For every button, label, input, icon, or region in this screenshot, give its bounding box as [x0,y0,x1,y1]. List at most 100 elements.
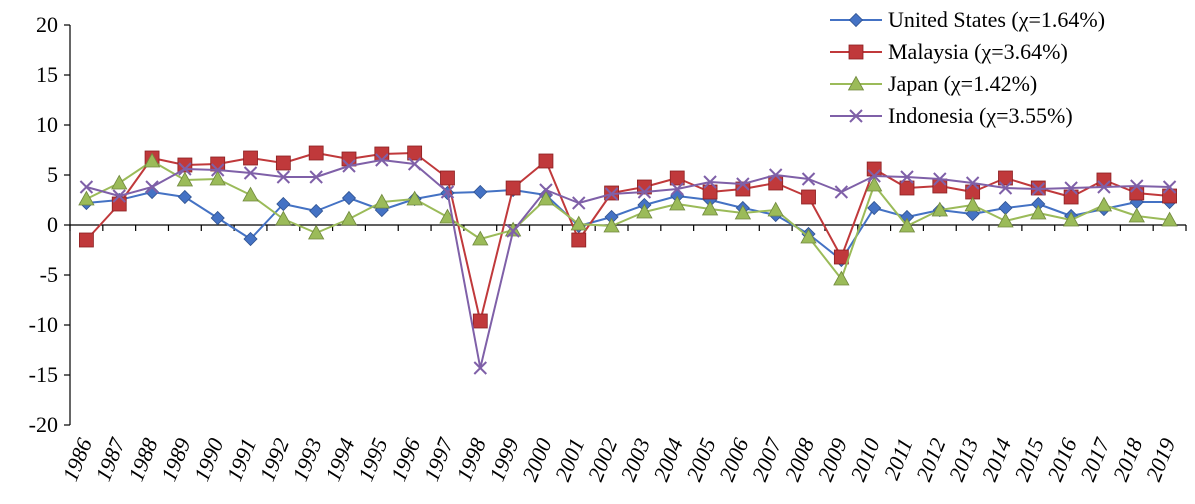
data-point [801,189,816,205]
data-point [1095,196,1113,212]
x-tick-label: 2006 [714,435,754,485]
data-point [341,190,357,206]
data-point [670,182,684,196]
data-point [407,145,423,161]
legend-marker [847,75,865,91]
data-point [800,228,817,244]
data-point [1162,188,1177,204]
data-point [866,161,882,177]
data-point [1129,185,1145,201]
data-point [538,153,554,169]
y-tick-label: -5 [40,262,58,287]
x-tick-label: 2005 [681,435,721,485]
data-point [472,313,488,329]
data-point [243,231,258,247]
data-point [341,151,357,167]
data-point [702,184,718,200]
data-point [701,200,719,216]
data-point [111,196,127,212]
data-point [537,190,555,206]
x-tick-label: 2016 [1042,435,1082,485]
data-point [603,217,620,233]
data-point [79,232,94,248]
data-point [899,180,915,196]
x-tick-label: 2015 [1009,435,1049,485]
series-3 [78,152,1178,286]
data-point [145,180,159,194]
data-point [1128,207,1145,223]
x-tick-label: 2014 [976,435,1016,485]
data-point [669,195,686,211]
data-point [309,203,324,219]
x-tick-label: 1986 [57,435,97,485]
data-point [572,196,586,210]
data-point [79,180,94,194]
legend-marker [849,109,863,123]
data-point [570,215,587,231]
data-point [834,185,849,199]
data-point [276,170,291,184]
data-point [1162,180,1177,194]
data-point [210,163,225,177]
data-point [998,181,1013,195]
data-point [275,210,292,226]
legend-label: United States (χ=1.64%) [888,7,1105,32]
legend-marker [848,44,864,60]
x-tick-label: 2000 [517,435,557,485]
data-point [767,201,784,217]
data-point [998,200,1013,216]
series-line [86,159,1170,369]
x-tick-label: 2003 [615,435,655,485]
legend-item: Malaysia (χ=3.64%) [830,39,1068,64]
data-point [833,270,850,286]
data-point [111,174,128,190]
x-tick-label: 2008 [780,435,820,485]
x-tick-label: 1990 [189,435,229,485]
data-point [473,184,488,200]
x-tick-label: 1989 [156,435,196,485]
legend-item: United States (χ=1.64%) [830,7,1105,32]
x-tick-label: 2010 [845,435,885,485]
x-tick-label: 2018 [1108,435,1148,485]
data-point [407,157,422,171]
data-point [1097,180,1111,194]
y-tick-label: 15 [36,62,58,87]
data-point [1062,211,1080,227]
x-tick-label: 1997 [418,434,458,485]
data-point [504,221,522,237]
data-point [340,210,358,226]
data-point [637,185,652,199]
data-point [998,170,1013,186]
legend-marker [848,12,864,28]
data-point [1063,189,1079,205]
data-point [1096,172,1112,188]
series-4 [79,153,1177,375]
x-tick-label: 2012 [911,435,951,485]
data-point [373,193,391,209]
x-tick-label: 1991 [222,435,262,485]
data-point [768,175,784,191]
data-point [636,203,653,219]
y-tick-label: 0 [47,212,58,237]
data-point [243,166,258,180]
data-point [440,185,455,199]
data-point [406,190,423,206]
y-tick-label: -15 [29,362,58,387]
x-tick-label: 1999 [484,435,524,485]
data-point [900,170,914,184]
data-point [342,159,356,173]
data-point [898,217,916,233]
data-point [669,170,685,186]
x-tick-label: 1993 [287,435,327,485]
data-point [506,224,520,238]
data-point [637,179,652,195]
data-point [964,196,981,212]
data-point [932,178,948,194]
data-point [177,189,192,205]
x-tick-label: 2001 [550,435,590,485]
data-point [997,212,1014,228]
data-point [735,181,751,197]
data-point [176,171,194,187]
data-point [473,361,488,375]
y-tick-label: 20 [36,12,58,37]
